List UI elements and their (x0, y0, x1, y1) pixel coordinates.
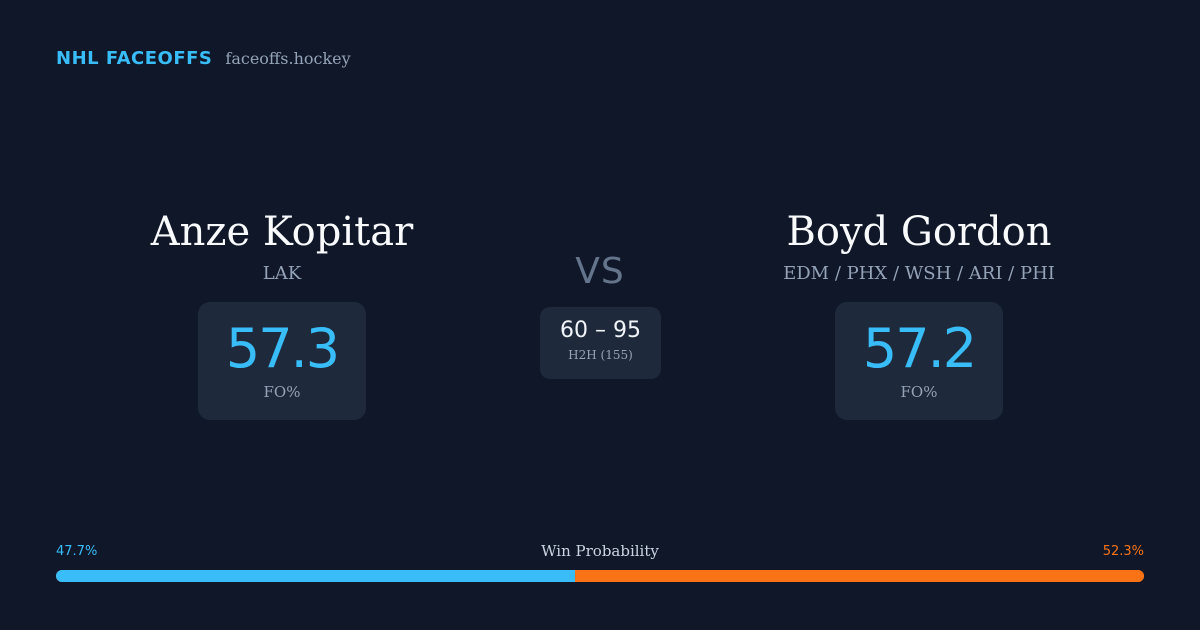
win-probability-left-percent: 47.7% (56, 544, 98, 559)
player-right-team: EDM / PHX / WSH / ARI / PHI (783, 263, 1055, 284)
player-left-stat-card: 57.3 FO% (198, 302, 366, 420)
brand-header: NHL FACEOFFS faceoffs.hockey (56, 48, 351, 69)
player-left-name: Anze Kopitar (150, 209, 414, 255)
player-left-fo-label: FO% (263, 383, 301, 401)
player-right-panel: Boyd Gordon EDM / PHX / WSH / ARI / PHI … (659, 208, 1179, 420)
player-right-fo-label: FO% (900, 383, 938, 401)
brand-title: NHL FACEOFFS (56, 48, 213, 69)
win-probability-bar-left-fill (56, 570, 575, 582)
player-right-fo-value: 57.2 (862, 317, 977, 380)
head-to-head-card: 60 – 95 H2H (155) (540, 307, 661, 379)
head-to-head-label: H2H (155) (568, 348, 633, 362)
player-left-team: LAK (262, 263, 302, 284)
win-probability-title: Win Probability (541, 542, 659, 560)
player-left-panel: Anze Kopitar LAK 57.3 FO% (22, 208, 542, 420)
win-probability-bar-right-fill (574, 570, 1144, 582)
win-probability-bar (56, 570, 1144, 582)
win-probability-labels: 47.7% Win Probability 52.3% (56, 542, 1144, 564)
player-right-stat-card: 57.2 FO% (835, 302, 1003, 420)
brand-site-link[interactable]: faceoffs.hockey (225, 49, 351, 68)
player-left-fo-value: 57.3 (225, 317, 340, 380)
win-probability-right-percent: 52.3% (1102, 544, 1144, 559)
versus-label: VS (575, 251, 625, 292)
head-to-head-score: 60 – 95 (560, 318, 641, 343)
player-right-name: Boyd Gordon (786, 209, 1052, 255)
